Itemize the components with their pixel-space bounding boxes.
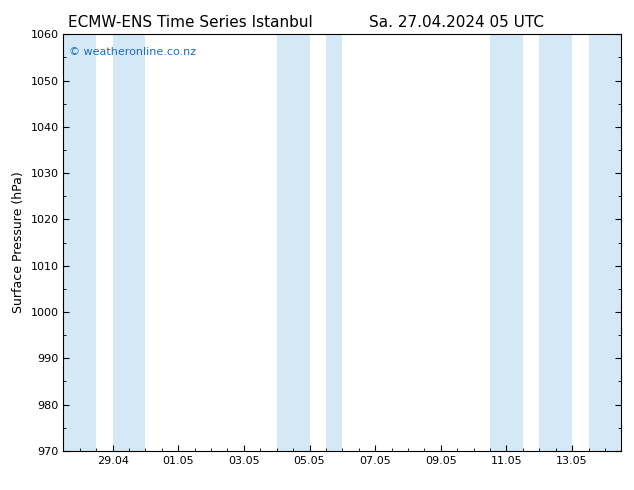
Bar: [326, 34, 342, 451]
Bar: [540, 34, 572, 451]
Text: Sa. 27.04.2024 05 UTC: Sa. 27.04.2024 05 UTC: [369, 15, 544, 30]
Bar: [276, 34, 309, 451]
Y-axis label: Surface Pressure (hPa): Surface Pressure (hPa): [12, 172, 25, 314]
Bar: [588, 34, 621, 451]
Bar: [490, 34, 523, 451]
Text: ECMW-ENS Time Series Istanbul: ECMW-ENS Time Series Istanbul: [68, 15, 313, 30]
Bar: [63, 34, 96, 451]
Bar: [113, 34, 145, 451]
Text: © weatheronline.co.nz: © weatheronline.co.nz: [69, 47, 196, 57]
